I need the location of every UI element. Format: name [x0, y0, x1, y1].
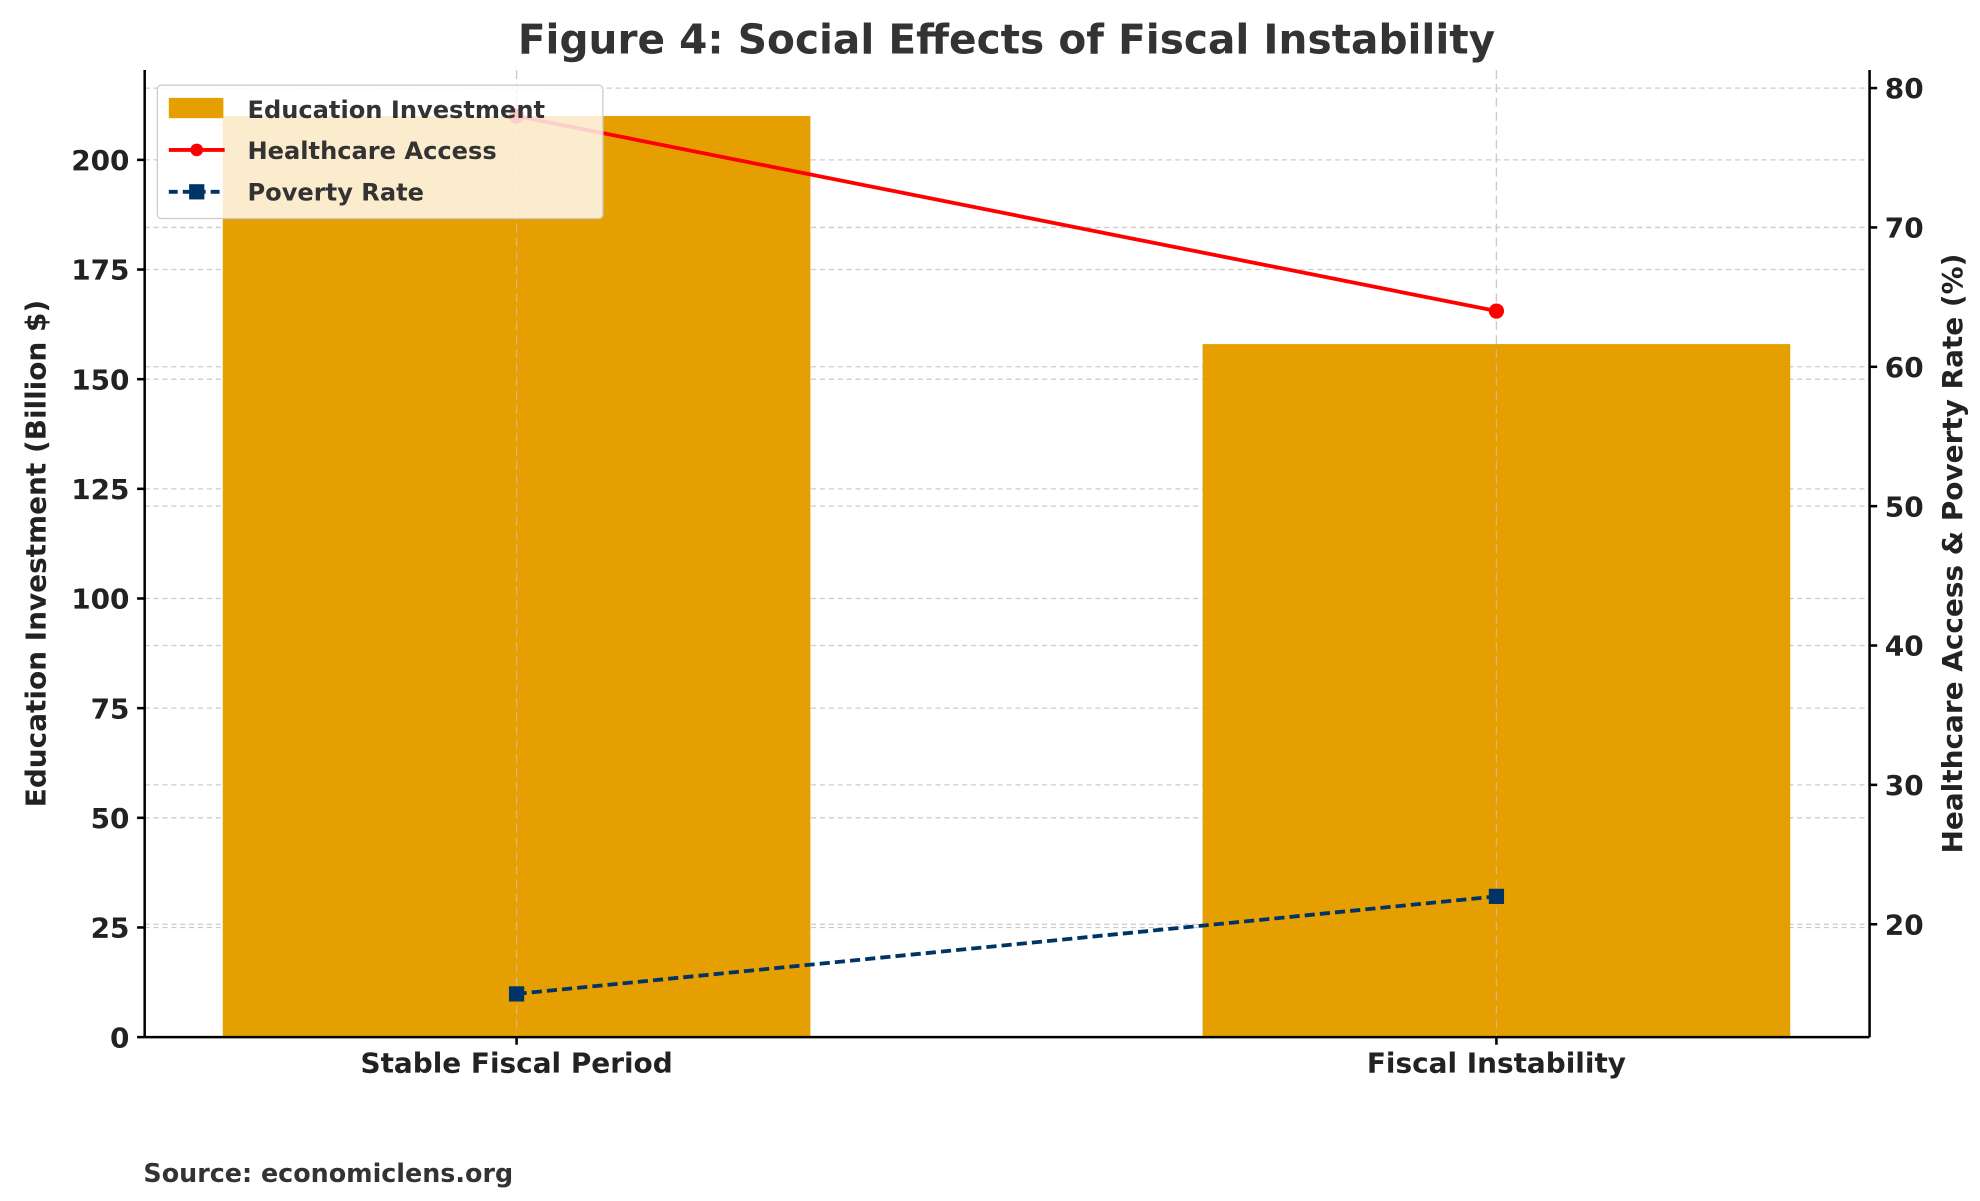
legend-label-healthcare: Healthcare Access	[248, 137, 497, 165]
tick-label-left: 25	[91, 912, 130, 945]
legend-label-education: Education Investment	[248, 96, 546, 124]
tick-label-right: 50	[1885, 490, 1924, 523]
tick-label-right: 30	[1885, 769, 1924, 802]
source-note: Source: economiclens.org	[143, 1158, 513, 1188]
legend: Education Investment Healthcare Access P…	[156, 84, 604, 220]
bars	[222, 69, 1791, 1038]
tick-label-left: 175	[71, 254, 129, 287]
chart-title: Figure 4: Social Effects of Fiscal Insta…	[518, 15, 1495, 63]
legend-marker-poverty	[189, 184, 205, 200]
tick-label-left: 150	[71, 363, 129, 396]
tick-label-left: 75	[91, 692, 130, 725]
axes: 0 25 50 75 100 125 150 175 200 20 30 40 50 60 70 80 Stab…	[71, 69, 1924, 1080]
series-line-0	[516, 114, 1497, 313]
tick-label-right: 70	[1885, 212, 1924, 245]
legend-swatch-education	[168, 97, 224, 119]
tick-label-left: 100	[71, 583, 129, 616]
series-line-1	[516, 894, 1497, 996]
legend-box	[156, 84, 604, 220]
tick-label-x: Fiscal Instability	[1367, 1047, 1626, 1080]
tick-label-right: 40	[1885, 630, 1924, 663]
tick-label-left: 200	[71, 144, 129, 177]
tick-label-left: 50	[91, 802, 130, 835]
marker-point	[1488, 303, 1505, 319]
legend-label-poverty: Poverty Rate	[248, 179, 425, 207]
marker-point	[508, 986, 525, 1002]
marker-point	[1488, 888, 1505, 904]
tick-label-left: 0	[110, 1021, 129, 1054]
tick-label-right: 60	[1885, 351, 1924, 384]
tick-label-x: Stable Fiscal Period	[360, 1047, 672, 1080]
tick-label-left: 125	[71, 473, 129, 506]
y-axis-left-label: Education Investment (Billion $)	[20, 300, 53, 807]
legend-marker-healthcare	[190, 143, 204, 157]
tick-label-right: 80	[1885, 72, 1924, 105]
y-axis-right-label: Healthcare Access & Poverty Rate (%)	[1936, 254, 1969, 854]
tick-label-right: 20	[1885, 908, 1924, 941]
